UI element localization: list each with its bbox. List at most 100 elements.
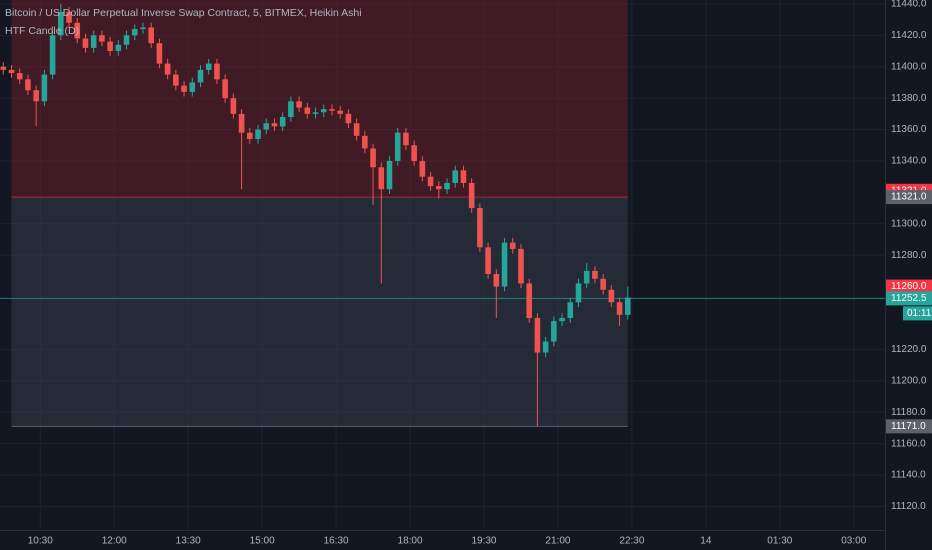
candle-body (148, 27, 154, 44)
price-tag-label: 11321.0 (891, 192, 927, 203)
x-tick-label: 21:00 (545, 536, 570, 547)
price-tag (886, 419, 932, 434)
candle-body (353, 123, 360, 136)
y-tick-label: 11340.0 (891, 156, 927, 167)
candle-body (312, 112, 319, 114)
htf-zone (11, 197, 628, 427)
candle-body (156, 43, 163, 64)
candle-body (230, 98, 237, 114)
candle-body (90, 35, 97, 48)
candle-body (378, 167, 385, 190)
candle-body (41, 74, 48, 102)
chart-title: Bitcoin / US Dollar Perpetual Inverse Sw… (5, 7, 362, 19)
y-tick-label: 11380.0 (891, 93, 927, 104)
y-tick-label: 11360.0 (891, 124, 927, 135)
candle-body (444, 182, 450, 190)
candle-body (592, 270, 598, 279)
candle-body (255, 129, 261, 139)
candle-body (263, 123, 270, 130)
y-tick-label: 11300.0 (891, 218, 927, 229)
price-tag-label: 11260.0 (891, 281, 927, 292)
candle-body (58, 11, 64, 36)
y-tick-label: 11420.0 (891, 30, 927, 41)
candle-body (542, 341, 549, 353)
candle-body (0, 66, 7, 70)
y-tick-label: 11120.0 (891, 501, 926, 512)
x-tick-label: 01:30 (767, 536, 792, 547)
x-tick-label: 18:00 (398, 536, 423, 547)
candle-body (460, 170, 467, 183)
candle-body (304, 107, 311, 114)
candle-body (485, 247, 491, 275)
price-tag-label: 11171.0 (891, 421, 926, 432)
candle-body (559, 318, 565, 322)
candle-body (140, 27, 146, 30)
candle-body (427, 176, 434, 187)
y-tick-label: 11200.0 (891, 375, 927, 386)
candle-body (8, 69, 15, 74)
candle-body (551, 321, 557, 342)
candle-body (205, 63, 212, 70)
candle-body (99, 35, 105, 42)
candle-body (296, 101, 302, 108)
y-tick-label: 11400.0 (891, 61, 927, 72)
candle-body (25, 79, 31, 91)
candle-body (583, 270, 590, 284)
x-tick-label: 15:00 (250, 536, 275, 547)
x-tick-label: 13:30 (176, 536, 201, 547)
candle-body (271, 123, 278, 127)
candle-body (345, 113, 352, 124)
candle-body (477, 208, 483, 248)
candle-body (616, 302, 623, 315)
candle-body (123, 35, 130, 45)
x-tick-label: 10:30 (28, 536, 53, 547)
countdown-label: 01:11 (907, 308, 932, 319)
candle-body (74, 22, 81, 39)
candle-body (329, 109, 335, 111)
candle-body (575, 283, 582, 303)
candle-body (509, 242, 516, 249)
price-tag (886, 291, 932, 306)
candle-body (518, 248, 524, 284)
candle-body (625, 297, 631, 315)
candle-body (107, 41, 113, 52)
candle-body (386, 160, 393, 190)
grid (0, 0, 885, 530)
candle-body (452, 170, 459, 183)
candle-body (337, 110, 343, 114)
price-tag (886, 190, 932, 205)
candle-body (189, 82, 196, 92)
zones (0, 0, 885, 427)
x-tick-label: 19:30 (471, 536, 496, 547)
candle-body (164, 63, 171, 75)
candle-body (526, 283, 532, 318)
candle-body (82, 38, 89, 48)
htf-zone (11, 0, 628, 198)
candle-body (394, 132, 401, 161)
x-tick-label: 22:30 (619, 536, 644, 547)
y-tick-label: 11140.0 (891, 470, 926, 481)
price-tag-label: 11252.5 (891, 293, 927, 304)
candle-body (419, 160, 426, 177)
candle-body (534, 318, 541, 353)
x-tick-label: 14 (700, 536, 712, 547)
candle-body (66, 11, 72, 23)
candles (0, 3, 631, 427)
x-tick-label: 12:00 (102, 536, 127, 547)
indicator-name: HTF Candle (D) (5, 25, 79, 37)
x-tick-label: 16:30 (324, 536, 349, 547)
candle-body (370, 148, 376, 168)
candle-body (493, 274, 500, 287)
candle-body (49, 35, 56, 75)
y-tick-label: 11180.0 (891, 407, 926, 418)
candle-body (436, 186, 442, 190)
candle-body (411, 145, 417, 161)
y-tick-label: 11220.0 (891, 344, 927, 355)
y-tick-label: 11440.0 (891, 0, 927, 10)
candle-body (279, 116, 286, 127)
